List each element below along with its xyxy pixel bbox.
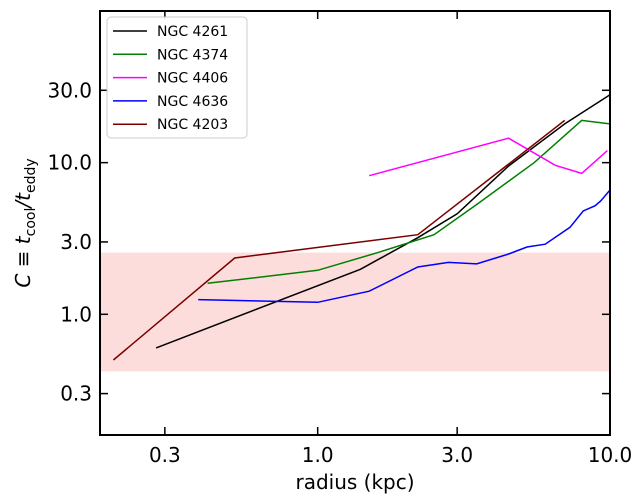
y-axis-label-sub2: eddy <box>23 158 39 193</box>
legend-label: NGC 4406 <box>157 71 228 87</box>
x-tick-label: 10.0 <box>588 443 633 467</box>
plot-frame <box>99 10 611 436</box>
shaded-band <box>100 252 610 372</box>
y-tick-label: 1.0 <box>60 302 92 326</box>
y-tick-label: 10.0 <box>47 151 92 175</box>
series-line-1 <box>207 119 611 285</box>
legend: NGC 4261 NGC 4374 NGC 4406 NGC 4636 NGC 4203 <box>106 16 248 139</box>
x-tick-label: 3.0 <box>441 443 473 467</box>
legend-frame <box>106 16 248 139</box>
x-axis-label: radius (kpc) <box>295 470 414 494</box>
x-tick-label: 0.3 <box>149 443 181 467</box>
y-axis-label-prefix: C ≡ t <box>11 235 35 287</box>
y-tick-label: 0.3 <box>60 382 92 406</box>
series-line-0 <box>155 94 611 349</box>
legend-label: NGC 4374 <box>157 47 228 63</box>
series-layer <box>112 94 611 361</box>
x-tick-label: 1.0 <box>302 443 334 467</box>
y-axis-label: C ≡ tcool/teddy <box>11 158 39 287</box>
y-axis-label-sub1: cool <box>23 208 39 237</box>
legend-label: NGC 4636 <box>157 94 228 110</box>
y-tick-label: 3.0 <box>60 230 92 254</box>
legend-label: NGC 4261 <box>157 24 228 40</box>
series-line-4 <box>112 119 566 361</box>
y-axis-label-slash: /t <box>11 192 35 210</box>
ticks-layer: 0.3 1.0 3.0 10.0 0.3 1.0 3.0 10.0 30.0 <box>47 11 632 467</box>
y-tick-label: 30.0 <box>47 78 92 102</box>
series-line-2 <box>369 137 608 177</box>
legend-label: NGC 4203 <box>157 117 228 133</box>
series-line-3 <box>198 189 611 304</box>
